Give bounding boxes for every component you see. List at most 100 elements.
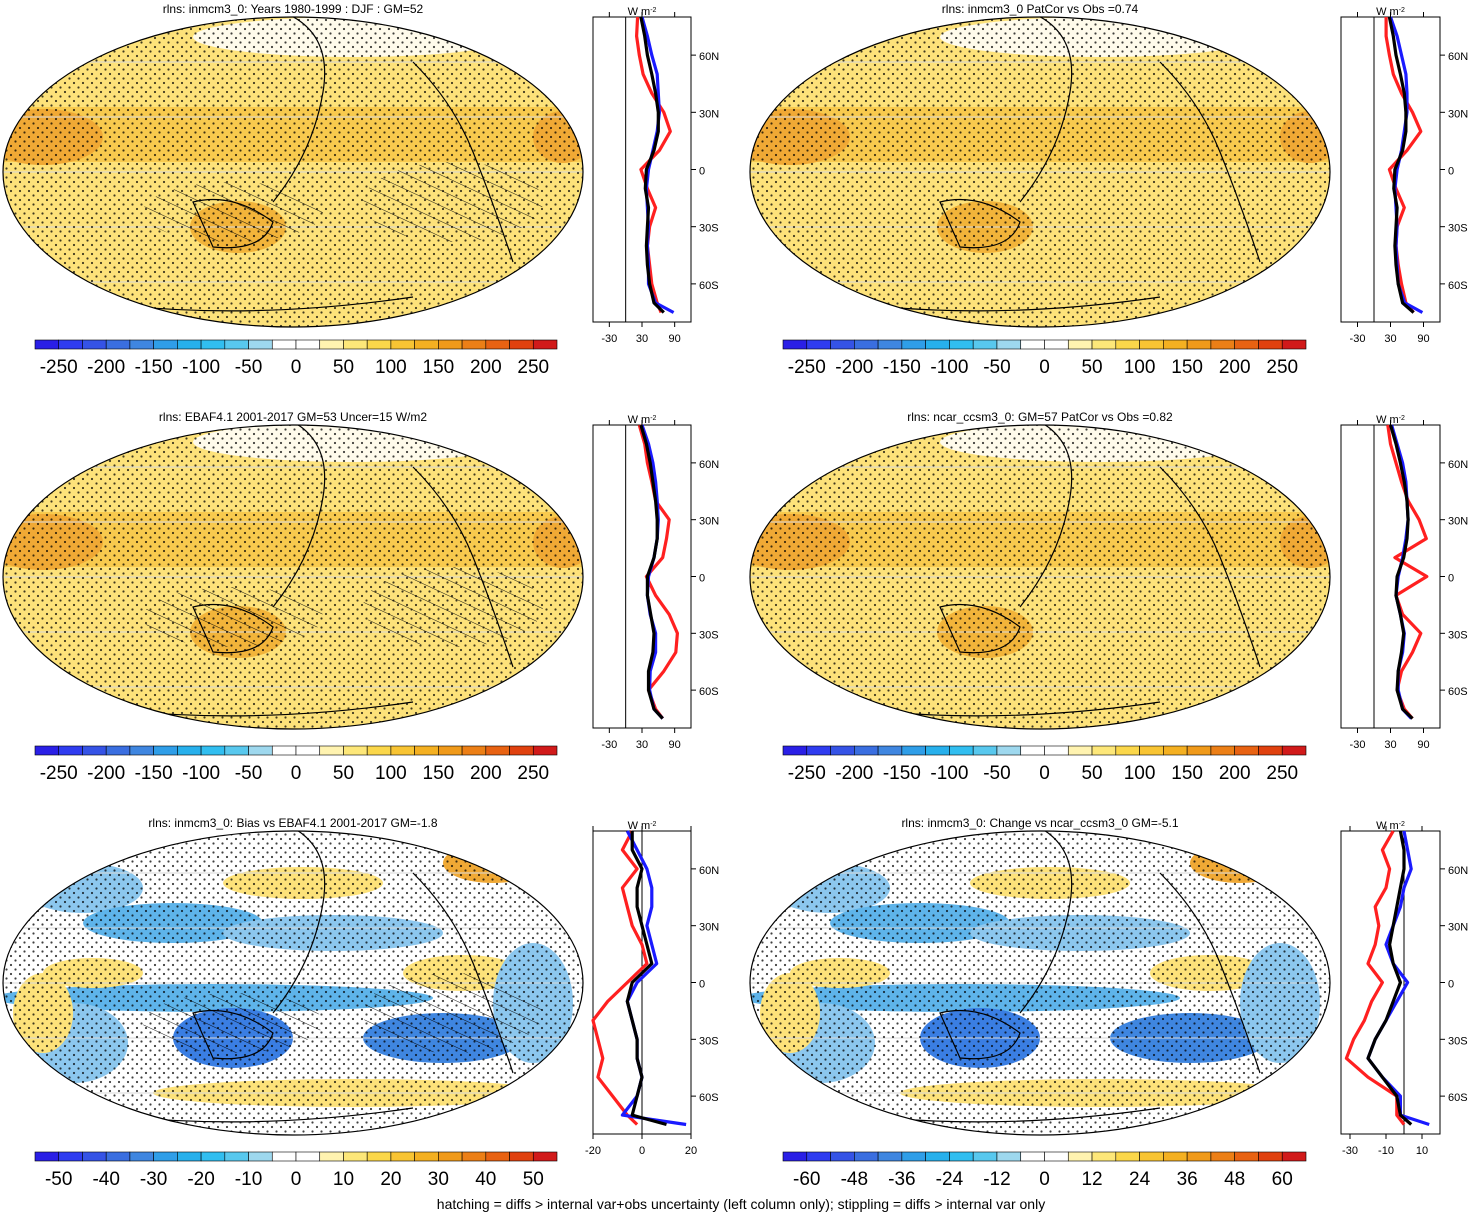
colorbar-box <box>461 339 487 350</box>
profile-unit-exponent: -2 <box>1399 7 1405 14</box>
colorbar-box <box>319 745 344 756</box>
colorbar-tick-label: 200 <box>1219 763 1251 784</box>
colorbar-box <box>248 339 273 350</box>
profile-lat-label: 60S <box>1448 280 1468 292</box>
colorbar-box <box>271 745 297 756</box>
colorbar-tick-label: -10 <box>235 1169 262 1190</box>
profile-lat-label: 30S <box>1448 1035 1468 1047</box>
colorbar-box <box>877 745 903 756</box>
profile-x-tick-label: -30 <box>601 333 617 345</box>
colorbar-box <box>224 1151 249 1162</box>
colorbar: -250 -200 -150 -100 -50 0 50 100 150 200 250 <box>34 339 558 378</box>
panel-title: rlns: inmcm3_0: Years 1980-1999 : DJF : … <box>163 2 424 16</box>
profile-series-black <box>1387 16 1415 314</box>
colorbar-box <box>414 1151 439 1162</box>
colorbar-box <box>925 1151 950 1162</box>
colorbar-box <box>925 745 950 756</box>
profile-x-tick-label: 90 <box>669 739 681 751</box>
colorbar-tick-label: 0 <box>1039 357 1050 378</box>
profile-unit: W m-2 <box>1376 820 1405 832</box>
profile-lat-label: 60N <box>699 459 719 471</box>
zonal-profile: -30 30 90 W m-2 60N 30N 0 30S 60S <box>1340 6 1468 345</box>
colorbar-box <box>248 745 273 756</box>
colorbar-box <box>390 1151 415 1162</box>
colorbar-box <box>509 745 534 756</box>
colorbar-box <box>901 745 926 756</box>
stippling <box>750 17 1330 327</box>
colorbar-box <box>996 1151 1022 1162</box>
colorbar-tick-label: 36 <box>1177 1169 1198 1190</box>
profile-lat-label: 0 <box>1448 573 1454 585</box>
hatching <box>363 567 543 647</box>
profile-unit: W m-2 <box>628 414 657 426</box>
colorbar-box <box>105 745 131 756</box>
profile-frame <box>592 424 692 729</box>
colorbar-box <box>438 339 463 350</box>
colorbar-box <box>949 339 974 350</box>
colorbar-box <box>153 339 178 350</box>
profile-lat-label: 0 <box>699 979 705 991</box>
colorbar-tick-label: -250 <box>40 763 78 784</box>
colorbar-tick-label: -150 <box>135 763 173 784</box>
colorbar-tick-label: 200 <box>470 357 502 378</box>
colorbar-box <box>343 1151 368 1162</box>
profile-lat-label: 30N <box>1448 108 1468 120</box>
coastlines <box>22 425 514 717</box>
colorbar-box <box>438 745 463 756</box>
colorbar-tick-label: -50 <box>983 763 1010 784</box>
colorbar-tick-label: 50 <box>1081 763 1102 784</box>
colorbar-box <box>366 745 392 756</box>
panel-p4: rlns: ncar_ccsm3_0: GM=57 PatCor vs Obs … <box>749 410 1468 784</box>
colorbar-box <box>1091 339 1117 350</box>
colorbar-tick-label: -250 <box>40 357 78 378</box>
profile-lat-label: 60S <box>1448 686 1468 698</box>
profile-lat-label: 30S <box>1448 629 1468 641</box>
footer-note: hatching = diffs > internal var+obs unce… <box>437 1196 1045 1212</box>
profile-x-tick-label: 10 <box>1416 1145 1428 1157</box>
colorbar-box <box>34 745 60 756</box>
colorbar-tick-label: -100 <box>182 357 220 378</box>
colorbar-box <box>271 339 297 350</box>
panel-p1: rlns: inmcm3_0: Years 1980-1999 : DJF : … <box>2 2 719 378</box>
colorbar-box <box>200 1151 226 1162</box>
profile-series-black <box>625 831 667 1127</box>
colorbar-box <box>34 1151 60 1162</box>
colorbar-box <box>129 1151 154 1162</box>
colorbar-box <box>58 339 83 350</box>
colorbar-box <box>1163 1151 1188 1162</box>
colorbar-box <box>1210 339 1235 350</box>
colorbar-box <box>105 339 131 350</box>
profile-lat-label: 30S <box>1448 223 1468 235</box>
map-field <box>750 425 1330 729</box>
colorbar-tick-label: -30 <box>140 1169 167 1190</box>
profile-x-tick-label: 30 <box>636 333 648 345</box>
profile-lat-label: 60S <box>699 280 719 292</box>
colorbar-tick-label: 100 <box>1124 763 1156 784</box>
colorbar-box <box>1234 1151 1259 1162</box>
colorbar-box <box>224 339 249 350</box>
colorbar-box <box>532 339 558 350</box>
colorbar-box <box>319 339 344 350</box>
colorbar-box <box>82 1151 107 1162</box>
zonal-profile: -30 30 90 W m-2 60N 30N 0 30S 60S <box>592 6 719 345</box>
colorbar-tick-label: 150 <box>1171 357 1203 378</box>
map-border <box>749 830 1331 1136</box>
colorbar-box <box>925 339 950 350</box>
profile-lat-label: 30N <box>699 108 719 120</box>
colorbar: -50 -40 -30 -20 -10 0 10 20 30 40 50 <box>34 1151 558 1190</box>
colorbar-tick-label: -48 <box>841 1169 868 1190</box>
profile-lat-label: 60N <box>1448 865 1468 877</box>
colorbar-tick-label: -100 <box>930 357 968 378</box>
colorbar-box <box>105 1151 131 1162</box>
colorbar-box <box>153 1151 178 1162</box>
colorbar-box <box>177 745 202 756</box>
stippling <box>3 831 583 1135</box>
map-border <box>2 16 584 328</box>
profile-lat-label: 60S <box>699 1092 719 1104</box>
profile-lat-label: 30S <box>699 1035 719 1047</box>
colorbar-box <box>390 745 415 756</box>
map-border <box>749 424 1331 730</box>
profile-unit-exponent: -2 <box>650 415 656 422</box>
profile-series-black <box>639 424 664 720</box>
